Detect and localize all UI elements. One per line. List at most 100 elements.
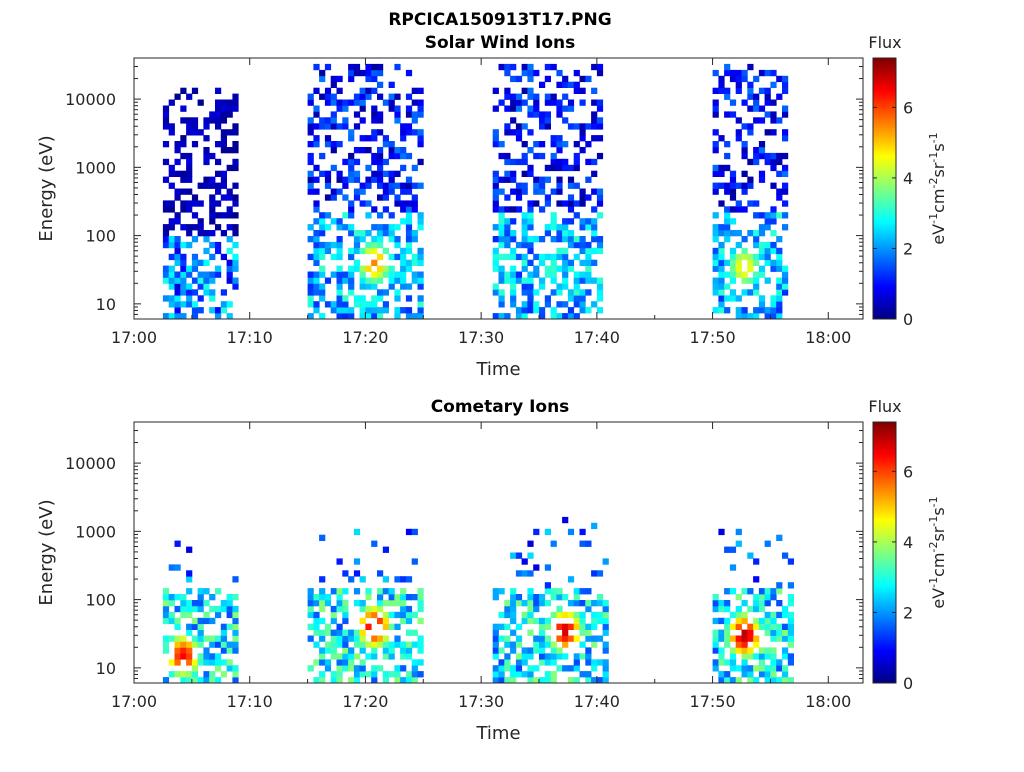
x-tick-label: 18:00 bbox=[805, 328, 851, 347]
heatmap-cell bbox=[191, 259, 199, 266]
heatmap-cell bbox=[348, 665, 355, 672]
heatmap-cell bbox=[342, 182, 349, 189]
heatmap-cell bbox=[348, 265, 355, 272]
colorbar-step bbox=[873, 552, 896, 556]
colorbar-frame bbox=[872, 421, 897, 684]
heatmap-cell bbox=[539, 81, 546, 88]
colorbar-step bbox=[873, 308, 896, 311]
heatmap-cell bbox=[220, 623, 227, 630]
heatmap-cell bbox=[186, 677, 193, 684]
heatmap-cell bbox=[313, 111, 320, 118]
heatmap-cell bbox=[556, 665, 563, 672]
colorbar-step bbox=[873, 105, 896, 109]
heatmap-cell bbox=[168, 253, 175, 261]
heatmap-cell bbox=[186, 265, 193, 272]
colorbar-step bbox=[873, 541, 896, 545]
heatmap-cell bbox=[718, 289, 725, 296]
heatmap-cell bbox=[735, 594, 742, 601]
heatmap-cell bbox=[336, 188, 343, 195]
heatmap-cell bbox=[313, 289, 320, 296]
heatmap-cell bbox=[764, 129, 771, 136]
heatmap-cell bbox=[729, 677, 737, 684]
heatmap-cell bbox=[394, 295, 401, 302]
colorbar-step bbox=[873, 487, 896, 490]
heatmap-cell bbox=[180, 594, 187, 601]
heatmap-cell bbox=[348, 135, 355, 142]
heatmap-cell bbox=[539, 206, 546, 213]
heatmap-cell bbox=[191, 253, 199, 261]
colorbar-step bbox=[873, 524, 896, 527]
colorbar-step bbox=[873, 179, 896, 183]
colorbar-step bbox=[873, 68, 896, 72]
heatmap-cell bbox=[585, 247, 592, 255]
heatmap-cell bbox=[602, 611, 609, 619]
heatmap-cell bbox=[591, 600, 598, 607]
heatmap-cell bbox=[186, 641, 193, 648]
heatmap-cell bbox=[319, 247, 326, 255]
heatmap-cell bbox=[174, 540, 181, 547]
colorbar-step bbox=[873, 190, 896, 194]
colorbar-step bbox=[873, 582, 896, 586]
heatmap-cell bbox=[533, 182, 540, 189]
heatmap-cell bbox=[186, 200, 193, 207]
heatmap-cell bbox=[712, 99, 719, 106]
heatmap-cell bbox=[417, 158, 424, 166]
heatmap-cell bbox=[359, 301, 366, 308]
heatmap-cell bbox=[758, 176, 766, 183]
colorbar-tick-label: 4 bbox=[903, 169, 913, 188]
heatmap-cell bbox=[758, 600, 766, 607]
heatmap-cell bbox=[747, 605, 754, 613]
heatmap-cell bbox=[168, 170, 175, 177]
heatmap-cell bbox=[307, 271, 314, 278]
heatmap-cell bbox=[585, 653, 592, 660]
heatmap-cell bbox=[533, 307, 540, 314]
heatmap-cell bbox=[330, 635, 337, 642]
heatmap-cell bbox=[539, 152, 546, 160]
heatmap-cell bbox=[348, 170, 355, 177]
heatmap-cell bbox=[510, 75, 517, 83]
heatmap-cell bbox=[579, 600, 586, 607]
heatmap-cell bbox=[359, 295, 366, 302]
colorbar-step bbox=[873, 428, 896, 432]
heatmap-cell bbox=[724, 617, 731, 625]
heatmap-cell bbox=[741, 588, 748, 595]
heatmap-cell bbox=[539, 647, 546, 654]
heatmap-cell bbox=[324, 176, 332, 183]
heatmap-cell bbox=[504, 158, 511, 166]
heatmap-cell bbox=[215, 117, 222, 124]
heatmap-cell bbox=[232, 617, 239, 625]
heatmap-cell bbox=[405, 594, 413, 601]
heatmap-cell bbox=[186, 230, 193, 237]
heatmap-cell bbox=[724, 635, 731, 642]
heatmap-cell bbox=[353, 123, 361, 130]
heatmap-cell bbox=[776, 236, 783, 243]
colorbar-step bbox=[873, 138, 896, 142]
colorbar-step bbox=[873, 554, 896, 558]
heatmap-cell bbox=[203, 117, 210, 124]
heatmap-cell bbox=[382, 617, 389, 625]
heatmap-cell bbox=[353, 641, 361, 648]
heatmap-cell bbox=[411, 558, 418, 565]
colorbar-step bbox=[873, 463, 896, 466]
heatmap-cell bbox=[232, 230, 239, 237]
colorbar-step bbox=[873, 678, 896, 682]
heatmap-cell bbox=[492, 176, 499, 183]
colorbar-step bbox=[873, 576, 896, 580]
colorbar-step bbox=[873, 532, 896, 536]
heatmap-cell bbox=[579, 623, 586, 630]
heatmap-cell bbox=[191, 600, 199, 607]
heatmap-cell bbox=[515, 277, 523, 284]
heatmap-cell bbox=[388, 99, 395, 106]
heatmap-cell bbox=[203, 236, 210, 243]
heatmap-cell bbox=[371, 295, 378, 302]
heatmap-cell bbox=[579, 671, 586, 678]
heatmap-cell bbox=[342, 307, 349, 314]
heatmap-cell bbox=[504, 253, 511, 261]
heatmap-cell bbox=[342, 117, 349, 124]
heatmap-cell bbox=[770, 653, 777, 660]
heatmap-cell bbox=[417, 594, 424, 601]
heatmap-cell bbox=[550, 671, 557, 678]
heatmap-cell bbox=[307, 605, 314, 613]
heatmap-cell bbox=[758, 623, 766, 630]
heatmap-cell bbox=[515, 206, 523, 213]
